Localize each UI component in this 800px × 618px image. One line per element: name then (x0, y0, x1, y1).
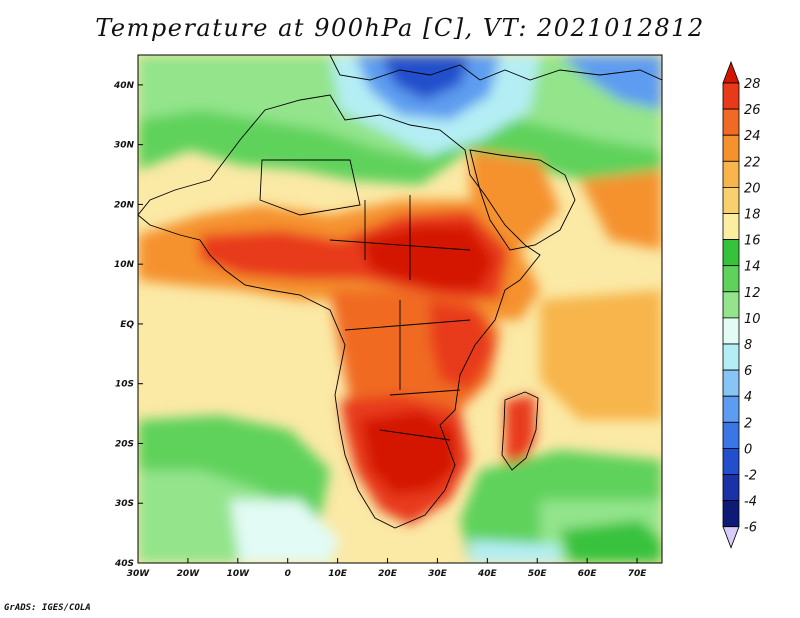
cool-southwest (230, 500, 340, 563)
colorbar-label: 0 (744, 442, 752, 457)
x-tick-label: 30E (428, 569, 448, 579)
y-tick-label: 40N (113, 81, 135, 91)
colorbar-swatch (722, 82, 740, 110)
x-axis: 30W 20W 10W 0 10E 20E 30E 40E 50E 60E 70E (127, 558, 647, 579)
warm-indian-tropics (540, 290, 662, 420)
hottest-south (360, 410, 455, 495)
colorbar-label: 20 (744, 181, 761, 196)
colorbar-label: 8 (744, 338, 752, 353)
arabia-coastline (469, 149, 576, 251)
y-tick-label: 20N (114, 200, 135, 210)
colorbar-swatch (722, 474, 740, 502)
colorbar-label: 16 (744, 234, 761, 249)
colorbar-swatch (722, 395, 740, 423)
colorbar-swatch (722, 317, 740, 345)
cold-northeast (560, 55, 662, 110)
colorbar-swatch (722, 291, 740, 319)
colorbar-top-triangle (722, 60, 740, 84)
colorbar-swatch (722, 160, 740, 188)
madagascar-coastline (501, 391, 539, 471)
y-tick-label: 10N (114, 260, 135, 270)
europe-coastline (329, 55, 662, 81)
y-tick-label: 10S (115, 380, 134, 390)
y-axis: 40N 30N 20N 10N EQ 10S 20S 30S 40S (113, 81, 143, 569)
cool-south-tip (470, 540, 560, 563)
x-tick-label: 70E (628, 569, 648, 579)
colorbar-label: -4 (744, 495, 757, 510)
y-tick-label: 30N (114, 141, 135, 151)
colorbar-label: 22 (744, 155, 761, 170)
green-far-south (560, 520, 662, 563)
warm-arabian-sea (580, 170, 662, 250)
colorbar-swatch (722, 421, 740, 449)
coastlines (138, 55, 662, 529)
y-tick-label: 20S (115, 439, 134, 449)
colorbar-label: 18 (744, 208, 761, 223)
map-title: Temperature at 900hPa [C], VT: 202101281… (95, 14, 705, 42)
x-tick-label: 0 (285, 569, 291, 579)
x-tick-label: 20W (177, 569, 201, 579)
y-tick-label: 40S (114, 559, 134, 569)
cold-core-inner (380, 55, 470, 100)
colorbar-label: 10 (744, 312, 761, 327)
colorbar-label: -2 (744, 469, 757, 484)
x-tick-label: 10W (227, 569, 251, 579)
colorbar-swatch (722, 108, 740, 136)
colorbar-label: -6 (744, 521, 757, 536)
x-tick-label: 60E (578, 569, 598, 579)
country-borders (329, 195, 471, 441)
colorbar-swatch (722, 239, 740, 267)
africa-coastline (138, 94, 541, 529)
colorbar-swatch (722, 343, 740, 371)
x-tick-label: 50E (528, 569, 548, 579)
colorbar-label: 24 (744, 129, 761, 144)
border-west (259, 159, 361, 216)
colorbar-swatch (722, 186, 740, 214)
colorbar-label: 26 (744, 103, 761, 118)
grads-credit: GrADS: IGES/COLA (4, 603, 91, 613)
colorbar-label: 6 (744, 364, 752, 379)
hot-madagascar (505, 395, 535, 470)
colorbar-swatch (722, 500, 740, 528)
colorbar-swatch (722, 134, 740, 162)
colorbar-label: 2 (744, 416, 752, 431)
x-tick-label: 40E (477, 569, 498, 579)
colorbar-swatch (722, 213, 740, 241)
x-tick-label: 20E (378, 569, 398, 579)
x-tick-label: 10E (328, 569, 348, 579)
colorbar-swatch (722, 447, 740, 475)
y-tick-label: EQ (120, 320, 134, 330)
y-tick-label: 30S (115, 499, 134, 509)
hottest-sudan (360, 225, 495, 290)
colorbar-label: 14 (744, 260, 761, 275)
colorbar-swatch (722, 265, 740, 293)
colorbar-bottom-triangle (722, 526, 740, 549)
hot-east (430, 300, 495, 390)
colorbar-label: 28 (744, 77, 761, 92)
colorbar-label: 12 (744, 286, 761, 301)
plot-frame (137, 54, 663, 564)
colorbar-swatch (722, 369, 740, 397)
colorbar-label: 4 (744, 390, 752, 405)
x-tick-label: 30W (127, 569, 151, 579)
